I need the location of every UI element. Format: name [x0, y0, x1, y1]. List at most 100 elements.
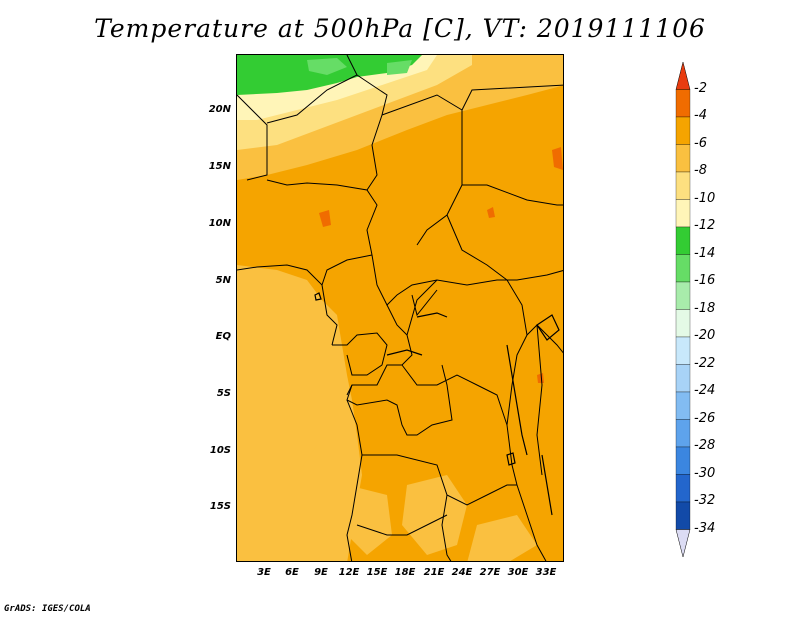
colorbar-segment: [675, 309, 691, 338]
light-green-patch-2: [387, 60, 412, 75]
border-line-5: [461, 84, 563, 111]
lon-label-33e: 33E: [535, 567, 557, 578]
lon-label-12e: 12E: [338, 567, 360, 578]
light-orange-patch-3: [347, 485, 392, 555]
map-title: Temperature at 500hPa [C], VT: 201911110…: [94, 14, 706, 43]
border-line-19: [346, 399, 363, 561]
border-line-22: [356, 514, 448, 536]
border-line-7: [237, 254, 373, 286]
lon-label-21e: 21E: [423, 567, 445, 578]
colorbar-label: -22: [694, 355, 716, 371]
colorbar-label: -32: [694, 493, 716, 508]
colorbar-segment: [675, 144, 691, 173]
lakes: [314, 292, 560, 516]
colorbar-label: -16: [694, 273, 716, 288]
lat-label-eq: EQ: [215, 331, 231, 342]
map-panel: [236, 54, 564, 562]
border-line-14: [411, 289, 438, 317]
border-line-12: [332, 332, 388, 376]
country-borders: [237, 55, 563, 561]
colorbar-segment: [675, 171, 691, 200]
border-line-25: [536, 324, 543, 476]
grads-credit: GrADS: IGES/COLA: [4, 604, 91, 614]
lon-label-24e: 24E: [451, 567, 473, 578]
colorbar-top-arrow: [675, 62, 691, 90]
colorbar-segment: [675, 89, 691, 118]
colorbar-label: -28: [694, 438, 716, 453]
colorbar-segment: [675, 254, 691, 283]
light-orange-patch-2: [402, 475, 467, 555]
warm-spot-1: [319, 210, 331, 227]
colorbar-segment: [675, 419, 691, 448]
colorbar-label: -4: [694, 108, 707, 123]
border-line-15: [406, 279, 438, 336]
light-orange-patch-1: [247, 305, 297, 355]
colorbar-segment: [675, 336, 691, 365]
small-lake-1: [314, 292, 322, 301]
colorbar-label: -20: [694, 328, 716, 343]
colorbar-label: -34: [694, 520, 716, 536]
lat-label-15n: 15N: [208, 161, 231, 172]
lon-label-27e: 27E: [479, 567, 501, 578]
colorbar-segment: [675, 226, 691, 255]
border-line-17: [401, 364, 508, 426]
colorbar-segment: [675, 281, 691, 310]
lon-label-9e: 9E: [314, 567, 328, 578]
colorbar-label: -24: [694, 383, 716, 398]
border-line-9: [446, 214, 508, 281]
lon-label-15e: 15E: [366, 567, 388, 578]
light-orange-patch-4: [467, 515, 537, 561]
lake-victoria: [536, 314, 560, 341]
lat-label-15s: 15S: [209, 501, 231, 512]
colorbar-segment: [675, 199, 691, 228]
lon-label-3e: 3E: [257, 567, 271, 578]
light-orange-ocean-region: [237, 350, 332, 545]
colorbar-label: -30: [694, 465, 716, 481]
colorbar: [675, 62, 691, 558]
river-segment-2: [386, 349, 423, 356]
colorbar-segment: [675, 501, 691, 530]
border-line-11: [321, 284, 338, 346]
green-north-band: [237, 55, 422, 95]
border-line-2: [237, 94, 268, 181]
border-line-10: [462, 184, 563, 206]
lon-label-30e: 30E: [507, 567, 529, 578]
lat-label-5n: 5N: [215, 275, 231, 286]
border-line-3: [356, 74, 388, 191]
colorbar-segment: [675, 446, 691, 475]
lat-label-10n: 10N: [208, 218, 231, 229]
border-line-23: [516, 484, 547, 561]
light-green-patch-1: [307, 58, 347, 75]
lon-label-6e: 6E: [285, 567, 299, 578]
colorbar-label: -2: [694, 80, 707, 96]
colorbar-segment: [675, 364, 691, 393]
border-line-16: [346, 364, 453, 436]
river-segment-1: [416, 312, 448, 318]
lake-tanganyika: [506, 344, 528, 456]
warm-spot-2: [552, 147, 563, 170]
colorbar-label: -14: [694, 245, 716, 261]
lat-label-20n: 20N: [208, 104, 231, 115]
border-line-18: [506, 279, 528, 486]
lat-label-5s: 5S: [216, 388, 231, 399]
border-line-24: [526, 324, 563, 354]
colorbar-segment: [675, 391, 691, 420]
colorbar-segment: [675, 116, 691, 145]
border-line-21: [441, 494, 452, 561]
colorbar-label: -26: [694, 410, 716, 426]
lake-malawi: [541, 454, 553, 516]
border-line-20: [362, 454, 517, 506]
warm-spot-4: [537, 373, 544, 383]
small-lake-2: [506, 452, 516, 466]
colorbar-label: -10: [694, 190, 716, 206]
border-line-1: [266, 55, 358, 124]
colorbar-label: -6: [694, 135, 707, 151]
colorbar-label: -18: [694, 300, 716, 316]
colorbar-bottom-arrow: [675, 529, 691, 558]
colorbar-label: -12: [694, 218, 716, 233]
colorbar-label: -8: [694, 163, 707, 178]
lon-label-18e: 18E: [394, 567, 416, 578]
lat-label-10s: 10S: [209, 445, 231, 456]
border-line-6: [266, 179, 378, 256]
colorbar-segment: [675, 474, 691, 503]
